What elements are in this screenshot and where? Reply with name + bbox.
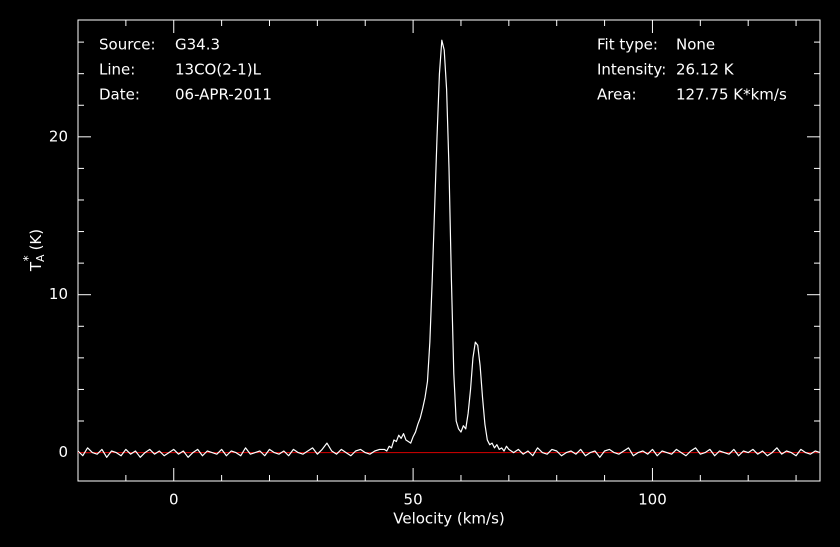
annotation-value: 13CO(2-1)L: [175, 61, 262, 79]
y-label-sub: A: [34, 254, 47, 262]
annotation-value: 06-APR-2011: [175, 86, 272, 104]
x-tick-label: 100: [638, 491, 667, 509]
y-tick-label: 10: [49, 285, 68, 303]
annotation-label: Source:: [99, 36, 156, 54]
annotation-label: Area:: [597, 86, 637, 104]
x-tick-label: 50: [404, 491, 423, 509]
annotation-label: Line:: [99, 61, 135, 79]
annotation-label: Intensity:: [597, 61, 666, 79]
y-axis-label: TA* (K): [21, 229, 48, 272]
plot-frame: [77, 19, 821, 482]
annotation-value: 127.75 K*km/s: [676, 86, 787, 104]
y-label-sup: *: [21, 255, 35, 261]
y-label-symbol: T: [27, 261, 45, 272]
x-axis-label: Velocity (km/s): [393, 510, 504, 528]
annotation-label: Fit type:: [597, 36, 658, 54]
y-tick-label: 20: [49, 127, 68, 145]
annotation-label: Date:: [99, 86, 140, 104]
x-tick-label: 0: [169, 491, 179, 509]
y-tick-label: 0: [58, 443, 68, 461]
spectrum-line: [77, 39, 821, 458]
annotation-value: G34.3: [175, 36, 220, 54]
annotation-value: 26.12 K: [676, 61, 735, 79]
annotation-value: None: [676, 36, 715, 54]
y-label-unit: (K): [27, 229, 45, 251]
